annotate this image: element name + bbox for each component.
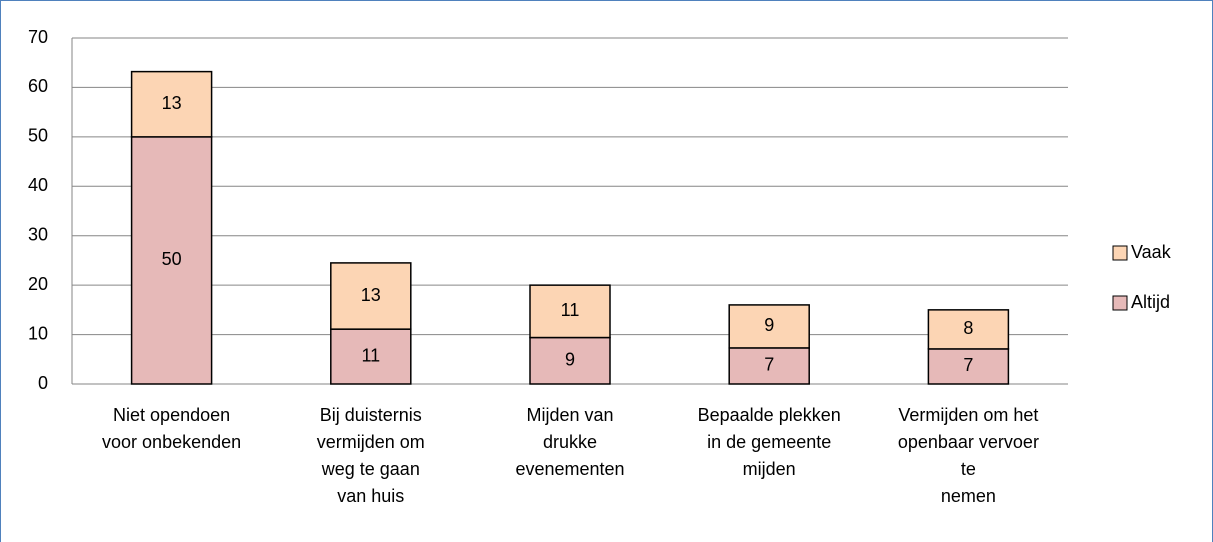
data-label: 13 (162, 93, 182, 113)
data-label: 7 (764, 355, 774, 375)
x-tick-label: van huis (337, 486, 404, 506)
y-tick-label: 60 (28, 76, 48, 96)
x-tick-label: Vermijden om het (898, 405, 1038, 425)
x-tick-label: Bij duisternis (320, 405, 422, 425)
x-tick-label: Mijden van (526, 405, 613, 425)
y-tick-label: 30 (28, 224, 48, 244)
data-label: 8 (963, 318, 973, 338)
y-tick-label: 10 (28, 323, 48, 343)
data-label: 11 (361, 345, 380, 365)
bar-segment (529, 336, 611, 385)
bar-segment (927, 309, 1010, 350)
data-label: 13 (361, 285, 381, 305)
y-tick-label: 40 (28, 175, 48, 195)
x-tick-label: mijden (743, 459, 796, 479)
x-tick-label: nemen (941, 486, 996, 506)
x-tick-label: evenementen (515, 459, 624, 479)
x-tick-label: openbaar vervoer (898, 432, 1039, 452)
y-tick-label: 50 (28, 126, 48, 146)
bar-segment (330, 262, 412, 330)
legend-swatch (1112, 295, 1128, 311)
y-tick-label: 0 (38, 373, 48, 393)
legend-swatch (1112, 245, 1128, 261)
x-tick-label: vermijden om (317, 432, 425, 452)
x-tick-label: drukke (543, 432, 597, 452)
y-tick-label: 70 (28, 27, 48, 47)
bar-segment (330, 328, 412, 385)
data-label: 50 (162, 249, 182, 269)
data-label: 7 (963, 355, 973, 375)
data-label: 9 (764, 315, 774, 335)
data-label: 11 (561, 300, 580, 320)
x-tick-label: voor onbekenden (102, 432, 241, 452)
bar-segment (130, 70, 213, 138)
y-tick-label: 20 (28, 274, 48, 294)
bar-segment (728, 304, 810, 349)
x-tick-label: in de gemeente (707, 432, 831, 452)
x-tick-label: weg te gaan (321, 459, 420, 479)
x-tick-label: Bepaalde plekken (698, 405, 841, 425)
bar-segment (728, 347, 810, 385)
data-label: 9 (565, 350, 575, 370)
x-tick-label: Niet opendoen (113, 405, 230, 425)
x-tick-label: te (961, 459, 976, 479)
legend-label: Vaak (1131, 242, 1172, 262)
legend-label: Altijd (1131, 292, 1170, 312)
bar-segment (927, 348, 1010, 385)
bar-segment (529, 284, 611, 339)
